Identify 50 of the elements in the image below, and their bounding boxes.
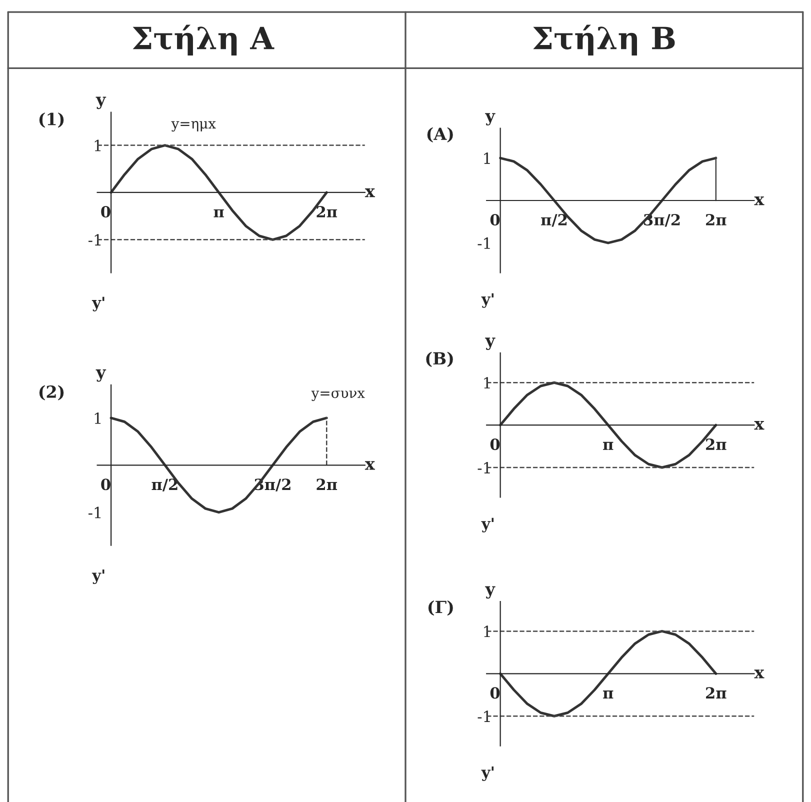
x-tick-label: 2π — [316, 206, 338, 218]
chart-title: Στήλη Β — [533, 24, 675, 56]
x-tick-label: 0 — [490, 687, 500, 699]
y-tick-label: -1 — [88, 234, 101, 246]
text: y' — [92, 296, 104, 312]
x-tick-label: π — [214, 209, 224, 218]
x-axis-title: x — [754, 421, 764, 430]
y-tick-label: 1 — [484, 377, 490, 388]
x-tick-label: 2π — [706, 687, 726, 698]
y-axis-title: y — [96, 96, 106, 110]
annotation: y=συνx — [311, 390, 365, 401]
x-axis-title: x — [364, 188, 375, 198]
x-axis-title: x — [754, 670, 764, 678]
chart-subtitle: (2) — [39, 385, 64, 400]
text: y' — [481, 293, 494, 308]
y-tick-label: -1 — [478, 237, 490, 249]
y-axis-title: y — [485, 338, 496, 350]
x-axis-title: x — [754, 196, 764, 206]
y-axis-title: y — [485, 586, 496, 599]
chart-subtitle: (A) — [427, 127, 453, 142]
x-tick-label: π/2 — [541, 214, 567, 227]
text: y' — [92, 570, 104, 584]
chart-subtitle: (1) — [39, 112, 64, 128]
text: y' — [481, 766, 494, 782]
x-tick-label: 0 — [490, 438, 500, 450]
x-tick-label: 0 — [490, 214, 500, 226]
x-tick-label: 0 — [101, 478, 110, 490]
y-axis-title: y — [96, 369, 106, 382]
y-axis-title: y — [485, 113, 496, 126]
text: y' — [481, 518, 494, 532]
y-tick-label: -1 — [88, 506, 101, 518]
x-tick-label: 0 — [101, 206, 110, 218]
x-tick-label: π/2 — [152, 478, 178, 492]
y-tick-label: -1 — [478, 710, 490, 722]
y-tick-label: 1 — [484, 626, 490, 638]
y-tick-label: -1 — [478, 462, 490, 474]
x-tick-label: 2π — [316, 478, 338, 490]
annotation: y=ημx — [171, 121, 216, 132]
x-axis-title: x — [364, 461, 375, 470]
x-tick-label: 3π/2 — [644, 214, 680, 227]
y-tick-label: 1 — [484, 152, 490, 164]
chart-subtitle: (B) — [426, 352, 453, 368]
chart-title: Στήλη Α — [132, 24, 274, 56]
y-tick-label: 1 — [94, 412, 101, 424]
x-tick-label: π — [603, 690, 614, 698]
x-tick-label: π — [603, 442, 614, 450]
chart-subtitle: (Γ) — [428, 600, 453, 616]
x-tick-label: 2π — [706, 438, 726, 450]
y-tick-label: 1 — [94, 140, 101, 152]
x-tick-label: 2π — [706, 214, 726, 226]
